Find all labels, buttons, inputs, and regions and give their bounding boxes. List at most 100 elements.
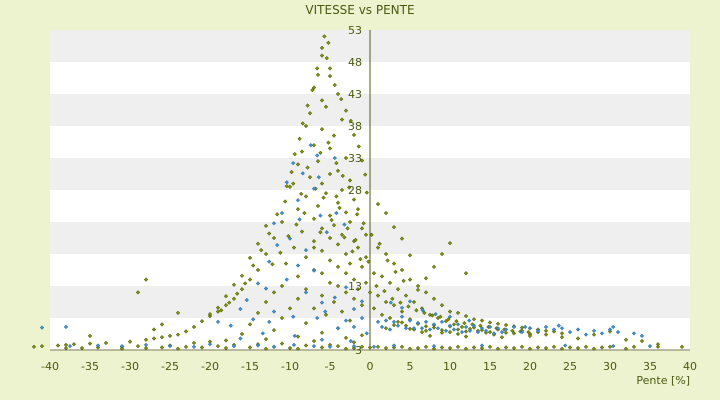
y-tick-label: 48 [348,56,362,69]
data-point-olive [366,259,371,264]
data-point-olive [385,258,390,263]
data-point-olive [363,255,369,260]
data-point-olive [151,336,157,341]
data-point-olive [135,343,141,349]
x-tick-label: 10 [443,360,457,373]
data-point-blue [342,222,347,227]
data-point-olive [406,304,411,309]
data-point-olive [575,336,581,341]
data-point-blue [63,324,69,330]
data-point-olive [391,261,397,266]
data-point-olive [319,53,325,58]
x-tick-label: 5 [407,360,414,373]
data-point-blue [67,343,73,349]
data-point-olive [487,329,493,335]
data-point-blue [228,323,233,328]
data-point-olive [332,82,337,88]
data-point-olive [305,103,310,108]
data-point-olive [495,346,501,351]
data-point-blue [39,325,45,330]
data-point-olive [443,319,449,324]
data-point-olive [379,312,385,317]
y-tick-label: 53 [348,24,362,37]
data-point-olive [175,332,181,337]
data-point-olive [263,223,269,229]
data-point-olive [439,345,445,350]
data-point-olive [327,66,333,71]
data-point-olive [363,232,369,237]
data-point-blue [495,326,501,331]
data-point-olive [315,203,321,209]
data-point-blue [615,329,621,335]
data-point-olive [143,277,149,282]
data-point-blue [607,327,613,332]
y-tick-label: 43 [348,88,362,101]
data-point-olive [323,312,329,317]
data-point-blue [411,326,417,331]
data-point-olive [284,183,289,189]
data-point-blue [431,343,437,349]
x-axis-label: Pente [%] [636,374,690,387]
data-point-olive [359,158,365,163]
data-point-blue [479,326,485,331]
data-point-olive [411,299,417,305]
data-point-blue [431,322,437,327]
data-point-blue [95,343,101,348]
data-point-olive [455,310,461,316]
data-point-olive [479,318,485,323]
data-point-olive [351,197,357,202]
data-point-blue [351,324,357,330]
data-point-blue [383,318,389,323]
data-point-blue [511,324,517,330]
data-point-olive [322,34,327,39]
data-point-olive [327,213,333,218]
data-point-olive [679,344,685,349]
data-point-olive [543,345,549,351]
data-point-olive [351,132,357,138]
data-point-olive [367,290,373,295]
data-point-olive [271,327,277,333]
y-tick-label: 13 [348,280,362,293]
data-point-olive [655,342,661,347]
data-point-olive [215,305,221,310]
data-points [31,34,685,351]
data-point-blue [263,286,269,291]
data-point-olive [487,344,493,349]
data-point-olive [439,251,445,257]
data-point-olive [375,293,381,298]
data-point-olive [315,72,321,77]
data-point-olive [519,344,525,349]
data-point-olive [348,118,353,124]
data-point-olive [311,85,317,90]
y-tick-label: 3 [355,344,362,357]
data-point-olive [383,251,389,257]
data-point-olive [318,150,323,156]
data-point-olive [79,345,85,351]
data-point-blue [471,323,477,328]
data-point-olive [351,296,357,301]
data-point-olive [353,237,358,243]
data-point-blue [583,332,589,337]
data-point-olive [438,314,443,319]
data-point-olive [361,221,366,226]
data-point-olive [319,293,325,298]
data-point-olive [63,345,69,351]
data-point-olive [407,277,413,282]
data-point-olive [423,344,429,349]
data-point-blue [238,336,243,341]
data-point-olive [289,169,294,175]
data-point-olive [283,199,288,204]
data-point-olive [223,294,229,299]
data-point-olive [255,241,261,246]
data-point-olive [463,313,469,319]
data-point-olive [239,287,245,292]
x-tick-label: -15 [241,360,259,373]
data-point-olive [347,178,353,183]
data-point-blue [275,242,280,248]
data-point-blue [332,155,337,161]
data-point-olive [399,236,405,241]
data-point-olive [543,332,549,337]
data-point-olive [183,329,189,334]
data-point-blue [395,323,401,328]
